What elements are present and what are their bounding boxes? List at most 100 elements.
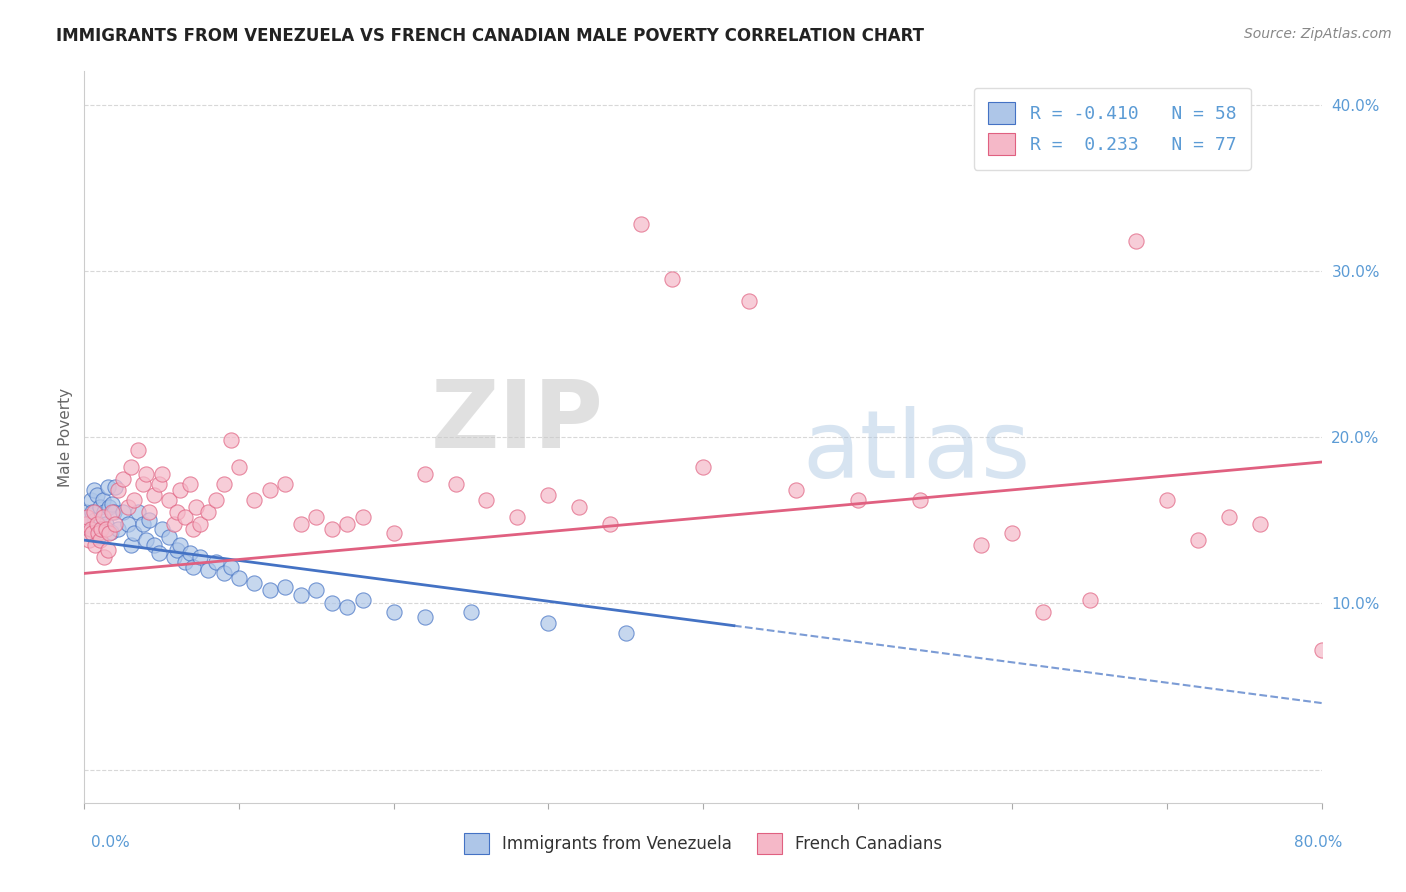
Point — [83, 505, 105, 519]
Point — [79, 521, 101, 535]
Point — [84, 513, 107, 527]
Point — [174, 555, 197, 569]
Point — [212, 566, 235, 581]
Point — [159, 530, 180, 544]
Point — [1249, 516, 1271, 531]
Point — [101, 505, 124, 519]
Point — [77, 533, 100, 548]
Text: 80.0%: 80.0% — [1295, 836, 1343, 850]
Point — [150, 467, 173, 481]
Point — [614, 626, 637, 640]
Point — [568, 500, 591, 514]
Point — [188, 549, 211, 564]
Point — [101, 497, 124, 511]
Point — [75, 516, 97, 531]
Point — [219, 559, 242, 574]
Point — [76, 516, 98, 531]
Point — [94, 521, 117, 535]
Point — [352, 509, 374, 524]
Point — [117, 500, 139, 514]
Point — [82, 526, 104, 541]
Point — [86, 488, 108, 502]
Point — [104, 516, 127, 531]
Point — [98, 526, 121, 541]
Point — [159, 493, 180, 508]
Point — [132, 476, 155, 491]
Text: Source: ZipAtlas.com: Source: ZipAtlas.com — [1244, 27, 1392, 41]
Point — [93, 549, 115, 564]
Point — [290, 516, 312, 531]
Point — [75, 505, 97, 519]
Point — [537, 616, 560, 631]
Point — [243, 493, 266, 508]
Point — [163, 549, 186, 564]
Text: IMMIGRANTS FROM VENEZUELA VS FRENCH CANADIAN MALE POVERTY CORRELATION CHART: IMMIGRANTS FROM VENEZUELA VS FRENCH CANA… — [56, 27, 924, 45]
Point — [169, 483, 191, 498]
Point — [89, 500, 111, 514]
Point — [148, 476, 170, 491]
Point — [174, 509, 197, 524]
Point — [305, 509, 328, 524]
Point — [169, 538, 191, 552]
Point — [132, 516, 155, 531]
Point — [120, 460, 142, 475]
Point — [96, 480, 118, 494]
Point — [212, 476, 235, 491]
Point — [413, 609, 436, 624]
Point — [336, 516, 359, 531]
Point — [135, 533, 157, 548]
Point — [228, 571, 250, 585]
Point — [86, 516, 108, 531]
Point — [82, 505, 104, 519]
Point — [138, 505, 160, 519]
Point — [166, 505, 188, 519]
Point — [290, 588, 312, 602]
Point — [205, 555, 228, 569]
Point — [599, 516, 621, 531]
Point — [143, 538, 166, 552]
Point — [181, 559, 204, 574]
Point — [352, 593, 374, 607]
Point — [127, 505, 149, 519]
Point — [79, 493, 101, 508]
Text: ZIP: ZIP — [432, 376, 605, 468]
Point — [1218, 509, 1240, 524]
Point — [506, 509, 529, 524]
Point — [219, 434, 242, 448]
Point — [228, 460, 250, 475]
Point — [143, 488, 166, 502]
Point — [259, 582, 281, 597]
Point — [127, 443, 149, 458]
Point — [1156, 493, 1178, 508]
Point — [84, 538, 107, 552]
Point — [908, 493, 931, 508]
Point — [1125, 234, 1147, 248]
Point — [738, 293, 761, 308]
Point — [1001, 526, 1024, 541]
Point — [321, 521, 343, 535]
Point — [163, 516, 186, 531]
Point — [166, 543, 188, 558]
Point — [846, 493, 869, 508]
Point — [117, 516, 139, 531]
Point — [122, 526, 145, 541]
Text: 0.0%: 0.0% — [91, 836, 131, 850]
Legend: Immigrants from Venezuela, French Canadians: Immigrants from Venezuela, French Canadi… — [457, 827, 949, 860]
Point — [692, 460, 714, 475]
Point — [148, 546, 170, 560]
Point — [188, 516, 211, 531]
Point — [321, 596, 343, 610]
Point — [112, 472, 135, 486]
Point — [305, 582, 328, 597]
Point — [181, 521, 204, 535]
Point — [90, 521, 112, 535]
Point — [91, 493, 114, 508]
Point — [197, 505, 219, 519]
Point — [460, 605, 482, 619]
Point — [150, 521, 173, 535]
Point — [93, 505, 115, 519]
Point — [184, 500, 207, 514]
Point — [94, 516, 117, 531]
Point — [661, 272, 683, 286]
Point — [197, 563, 219, 577]
